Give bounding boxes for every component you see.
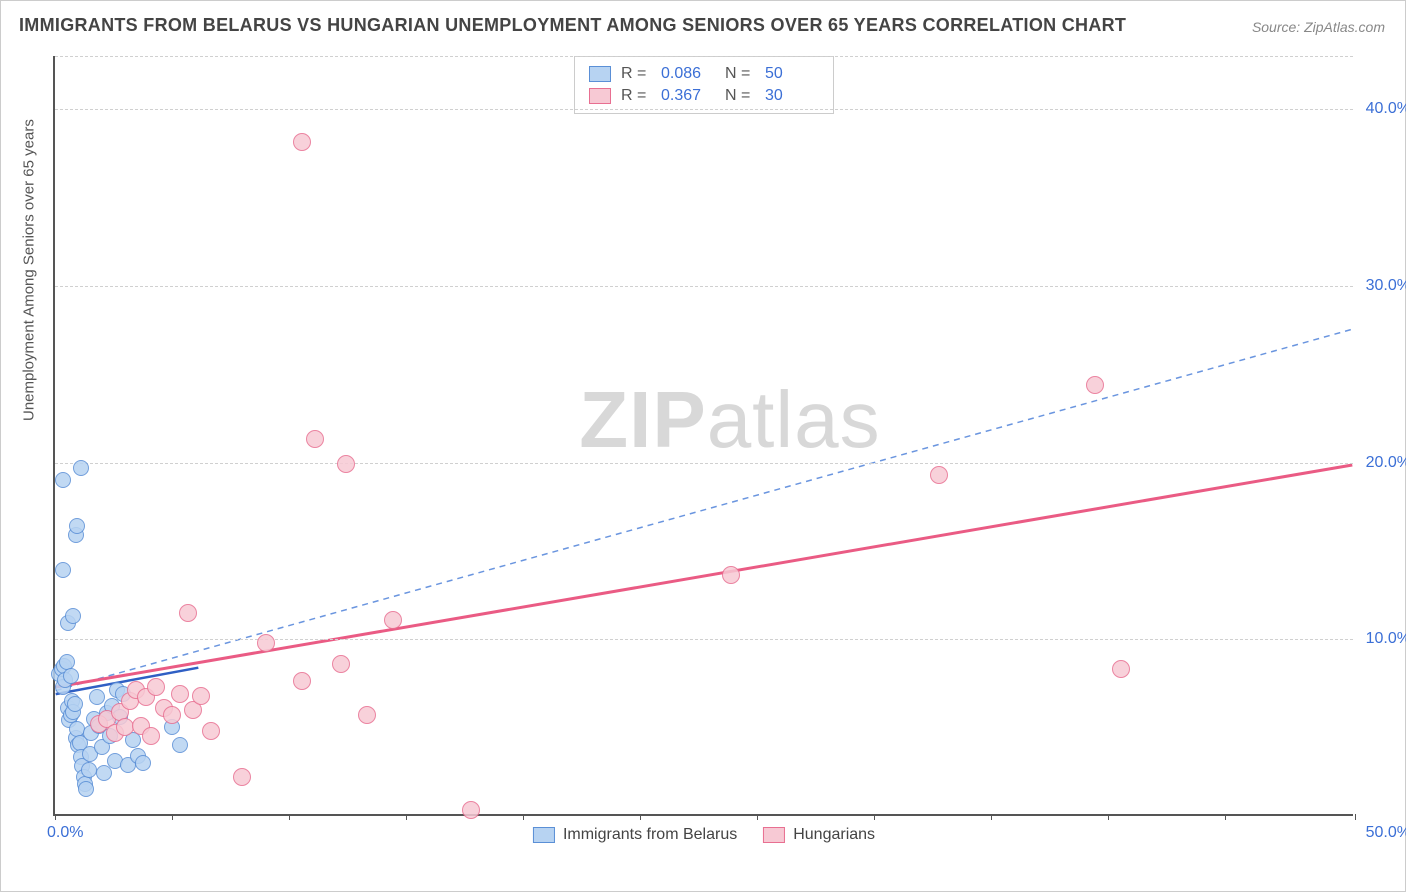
legend-n-value: 50 [765,65,819,83]
trend-line [56,465,1353,687]
data-point [89,689,105,705]
legend-n-label: N = [725,65,755,83]
data-point [63,668,79,684]
data-point [147,678,165,696]
data-point [65,608,81,624]
data-point [462,801,480,819]
y-axis-tick-label: 20.0% [1366,454,1406,472]
x-axis-tick [55,814,56,820]
grid-line [55,109,1353,110]
x-axis-tick [1355,814,1356,820]
legend-r-value: 0.086 [661,65,715,83]
data-point [81,762,97,778]
legend-correlation: R = 0.086 N = 50 R = 0.367 N = 30 [574,56,834,114]
x-axis-tick-min: 0.0% [47,824,83,842]
x-axis-tick [172,814,173,820]
legend-swatch-icon [589,66,611,82]
data-point [179,604,197,622]
grid-line [55,56,1353,57]
watermark-light: atlas [707,375,881,464]
data-point [78,781,94,797]
data-point [722,566,740,584]
x-axis-tick [1108,814,1109,820]
data-point [306,430,324,448]
legend-n-value: 30 [765,87,819,105]
legend-row: R = 0.086 N = 50 [589,63,819,85]
data-point [384,611,402,629]
data-point [332,655,350,673]
legend-n-label: N = [725,87,755,105]
x-axis-tick [406,814,407,820]
grid-line [55,286,1353,287]
data-point [1112,660,1130,678]
grid-line [55,463,1353,464]
data-point [202,722,220,740]
y-axis-tick-label: 30.0% [1366,277,1406,295]
y-axis-label: Unemployment Among Seniors over 65 years [21,119,38,421]
y-axis-tick-label: 40.0% [1366,100,1406,118]
chart-container: IMMIGRANTS FROM BELARUS VS HUNGARIAN UNE… [0,0,1406,892]
legend-r-value: 0.367 [661,87,715,105]
data-point [172,737,188,753]
data-point [930,466,948,484]
legend-swatch-icon [533,827,555,843]
trend-lines-layer [55,56,1353,814]
data-point [163,706,181,724]
x-axis-tick [991,814,992,820]
plot-area: ZIPatlas R = 0.086 N = 50 R = 0.367 N = … [53,56,1353,816]
legend-row: R = 0.367 N = 30 [589,85,819,107]
watermark: ZIPatlas [579,374,880,466]
data-point [1086,376,1104,394]
data-point [55,562,71,578]
x-axis-tick [1225,814,1226,820]
legend-series: Immigrants from Belarus Hungarians [533,826,875,844]
x-axis-tick [874,814,875,820]
legend-swatch-icon [589,88,611,104]
data-point [69,518,85,534]
legend-item-label: Hungarians [793,826,875,844]
x-axis-tick [523,814,524,820]
data-point [293,672,311,690]
x-axis-tick-max: 50.0% [1366,824,1406,842]
data-point [135,755,151,771]
data-point [67,696,83,712]
legend-r-label: R = [621,65,651,83]
data-point [55,472,71,488]
legend-swatch-icon [763,827,785,843]
data-point [171,685,189,703]
data-point [337,455,355,473]
x-axis-tick [289,814,290,820]
trend-line [56,329,1353,690]
data-point [142,727,160,745]
watermark-bold: ZIP [579,375,706,464]
legend-item: Immigrants from Belarus [533,826,737,844]
data-point [358,706,376,724]
data-point [233,768,251,786]
legend-item: Hungarians [763,826,875,844]
x-axis-tick [757,814,758,820]
x-axis-tick [640,814,641,820]
data-point [73,460,89,476]
grid-line [55,639,1353,640]
data-point [257,634,275,652]
source-attribution: Source: ZipAtlas.com [1252,19,1385,35]
legend-r-label: R = [621,87,651,105]
chart-title: IMMIGRANTS FROM BELARUS VS HUNGARIAN UNE… [19,15,1126,36]
y-axis-tick-label: 10.0% [1366,630,1406,648]
data-point [293,133,311,151]
legend-item-label: Immigrants from Belarus [563,826,737,844]
data-point [192,687,210,705]
